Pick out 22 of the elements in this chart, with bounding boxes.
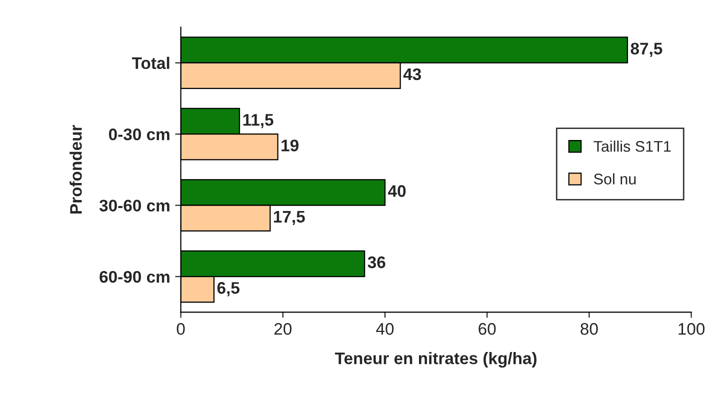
data-label: 43 [403,68,422,80]
data-label: 6,5 [217,282,240,296]
legend-label: Taillis S1T1 [594,140,671,152]
data-label: 17,5 [274,210,305,226]
y-axis-title: Profondeur [70,125,82,214]
x-tick-label: 0 [176,323,185,335]
x-axis-title: Teneur en nitrates (kg/ha) [334,352,536,368]
data-label: 87,5 [630,42,662,57]
data-label: 11,5 [243,114,274,128]
y-tick-label: 60-90 cm [100,270,170,283]
data-label: 36 [368,256,386,268]
x-tick-label: 60 [478,323,496,335]
y-tick-label: 0-30 cm [108,128,170,140]
x-tick-label: 100 [678,323,705,335]
x-tick-label: 20 [274,323,292,335]
legend-label: Sol nu [594,173,636,184]
y-tick-label: 30-60 cm [99,200,170,212]
data-label: 40 [388,185,406,197]
x-tick-label: 40 [376,323,394,335]
y-tick-label: Total [132,56,170,70]
data-label: 19 [282,140,298,152]
x-tick-label: 80 [580,323,598,335]
